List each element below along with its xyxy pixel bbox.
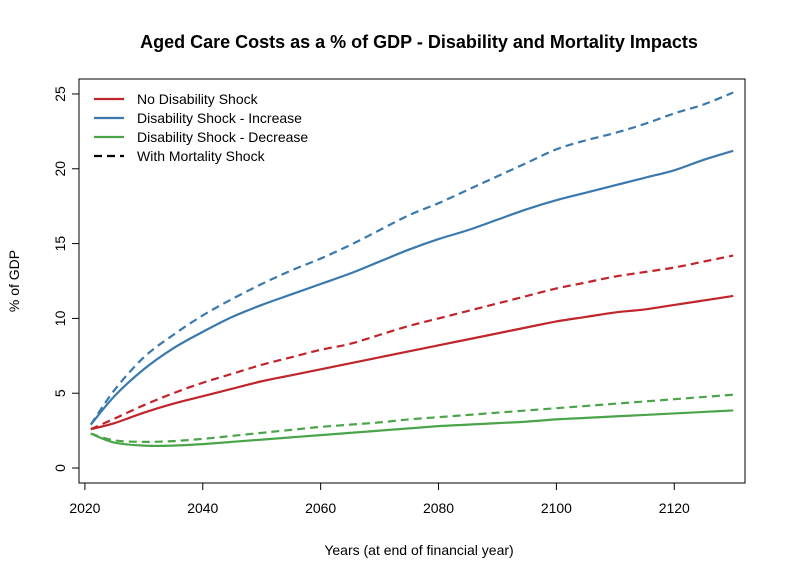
series-line xyxy=(90,409,734,447)
legend-label: Disability Shock - Increase xyxy=(137,110,302,126)
series-layer xyxy=(89,91,734,447)
plot-frame xyxy=(78,78,746,484)
series-line xyxy=(90,294,734,431)
x-tick-label: 2100 xyxy=(541,500,572,516)
x-axis: 2020 2040 2060 2080 2100 2120 xyxy=(69,483,690,516)
series-line xyxy=(89,91,734,426)
x-tick-label: 2020 xyxy=(69,500,100,516)
x-tick-label: 2060 xyxy=(305,500,336,516)
y-tick-label: 20 xyxy=(52,161,68,177)
legend: No Disability Shock Disability Shock - In… xyxy=(94,91,308,164)
x-axis-label: Years (at end of financial year) xyxy=(324,542,513,558)
y-axis: 0 5 10 15 20 25 xyxy=(52,86,79,472)
y-tick-label: 25 xyxy=(52,86,68,102)
legend-label: With Mortality Shock xyxy=(137,148,266,164)
y-tick-label: 10 xyxy=(52,310,68,326)
series-line xyxy=(89,149,734,426)
y-tick-label: 0 xyxy=(52,464,68,472)
series-line xyxy=(90,393,734,443)
legend-label: Disability Shock - Decrease xyxy=(137,129,308,145)
y-axis-label: % of GDP xyxy=(6,250,22,312)
legend-label: No Disability Shock xyxy=(137,91,259,107)
chart-title: Aged Care Costs as a % of GDP - Disabili… xyxy=(140,32,698,52)
x-tick-label: 2120 xyxy=(659,500,690,516)
y-tick-label: 5 xyxy=(52,389,68,397)
x-tick-label: 2040 xyxy=(187,500,218,516)
y-tick-label: 15 xyxy=(52,236,68,252)
x-tick-label: 2080 xyxy=(423,500,454,516)
